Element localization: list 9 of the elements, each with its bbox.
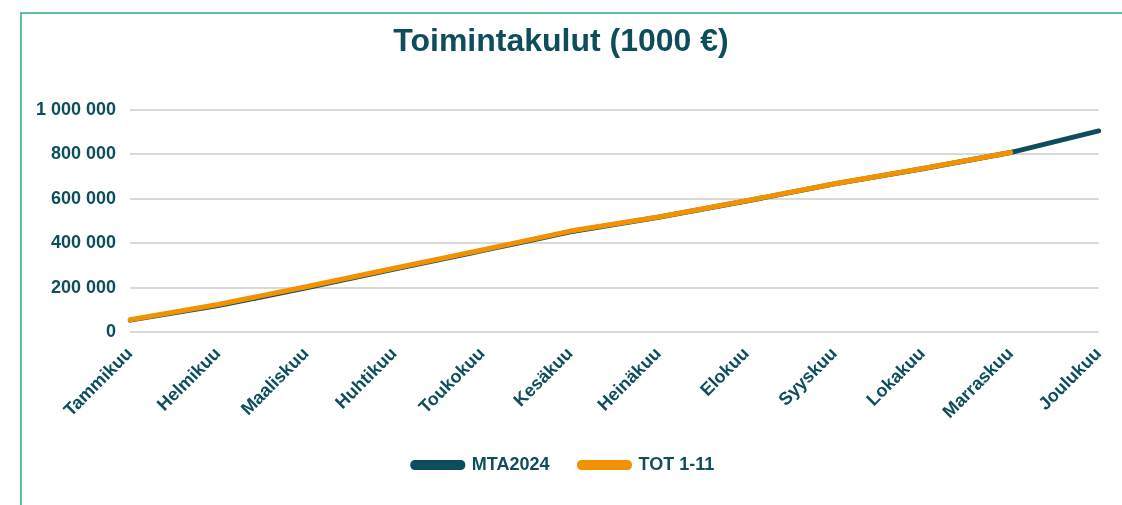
y-tick-label: 600 000	[51, 187, 117, 208]
y-tick-label: 800 000	[51, 143, 117, 164]
y-tick-label: 400 000	[51, 232, 117, 253]
legend-label: MTA2024	[471, 453, 550, 474]
chart-title: Toimintakulut (1000 €)	[392, 22, 730, 59]
legend-label: TOT 1-11	[638, 453, 715, 474]
y-tick-label: 1 000 000	[36, 98, 117, 119]
y-tick-label: 0	[106, 321, 117, 342]
y-tick-label: 200 000	[51, 276, 117, 297]
